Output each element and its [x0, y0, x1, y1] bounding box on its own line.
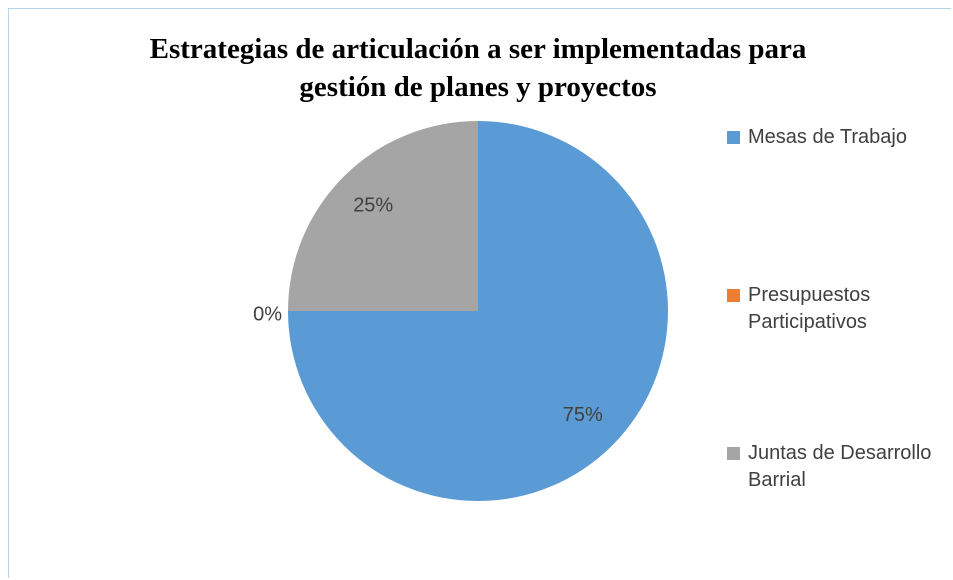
legend-swatch: [727, 289, 740, 302]
legend-label: Mesas de Trabajo: [748, 126, 907, 148]
legend-swatch: [727, 447, 740, 460]
legend-item: Mesas de Trabajo: [727, 124, 948, 151]
pie-slice: [288, 121, 478, 311]
legend-label: Presupuestos Participativos: [748, 284, 871, 333]
data-label: 75%: [563, 404, 603, 426]
data-label: 25%: [353, 194, 393, 216]
legend-label: Juntas de Desarrollo Barrial: [748, 442, 932, 491]
chart-title: Estrategias de articulación a ser implem…: [149, 33, 807, 103]
legend-item: Juntas de Desarrollo Barrial: [727, 440, 948, 494]
chart-frame: [8, 8, 951, 578]
legend-item: Presupuestos Participativos: [727, 282, 948, 336]
data-label: 0%: [253, 303, 282, 325]
legend-swatch: [727, 131, 740, 144]
